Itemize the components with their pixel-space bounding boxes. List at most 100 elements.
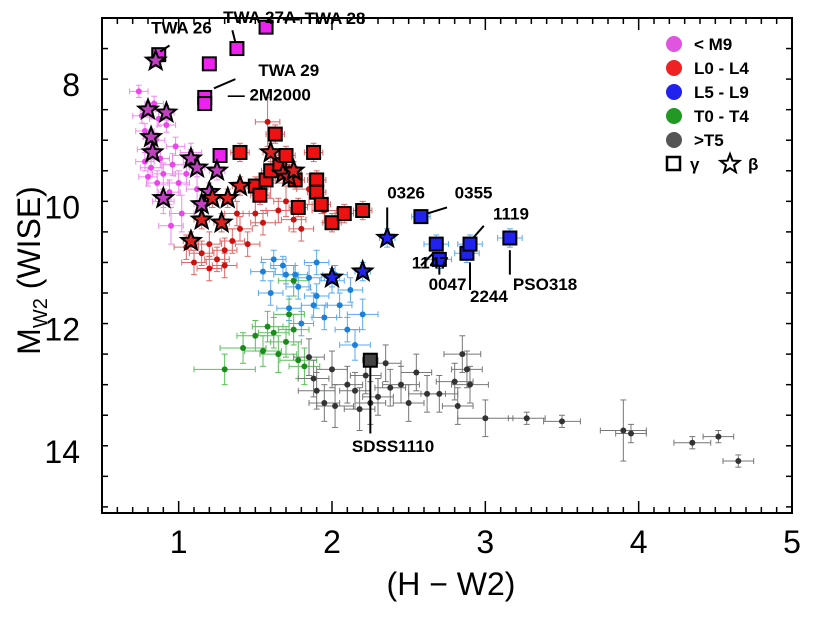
data-point bbox=[628, 430, 634, 437]
data-point bbox=[260, 268, 266, 275]
data-point bbox=[221, 366, 228, 373]
y-tick-label: 12 bbox=[44, 312, 80, 348]
gamma-square-point bbox=[252, 187, 268, 203]
data-point bbox=[191, 259, 197, 266]
legend-label-gamma: γ bbox=[690, 155, 700, 174]
data-point bbox=[194, 186, 201, 193]
data-point bbox=[141, 128, 148, 135]
data-point bbox=[735, 458, 742, 465]
data-point bbox=[270, 329, 277, 336]
gamma-square-point bbox=[428, 236, 444, 252]
y-axis-title-subscript: W2 bbox=[30, 298, 52, 328]
data-point bbox=[356, 406, 363, 413]
beta-star-point bbox=[140, 139, 165, 163]
data-point bbox=[352, 387, 358, 394]
gamma-square-point bbox=[197, 96, 213, 112]
data-point bbox=[168, 222, 174, 229]
annotation-label: 1119 bbox=[493, 205, 529, 224]
beta-star-point bbox=[374, 225, 400, 249]
annotations-layer: TWA 26 TWA 27A— TWA 28 TWA 29 — 2M2000 0326 0… bbox=[151, 8, 577, 456]
y-tick-label: 10 bbox=[44, 189, 80, 225]
annotation-leader-line bbox=[213, 78, 236, 90]
data-point bbox=[310, 302, 317, 309]
annotation-leader-line bbox=[159, 44, 171, 53]
beta-star-point bbox=[143, 47, 168, 72]
annotation-label: TWA 26 bbox=[151, 18, 212, 37]
data-point bbox=[151, 100, 158, 107]
gamma-square-point bbox=[355, 203, 371, 218]
data-point bbox=[292, 271, 299, 278]
beta-star-point bbox=[151, 185, 176, 209]
data-point bbox=[336, 302, 343, 309]
data-point bbox=[329, 366, 335, 373]
data-point bbox=[244, 241, 251, 248]
data-point bbox=[482, 415, 489, 422]
beta-star-point bbox=[154, 99, 179, 124]
data-point bbox=[344, 326, 351, 333]
gamma-square-point bbox=[336, 206, 352, 222]
data-point bbox=[306, 274, 312, 281]
data-point bbox=[148, 164, 155, 171]
gamma-square-point bbox=[313, 196, 329, 212]
legend-marker-square bbox=[665, 155, 682, 172]
y-tick-label: 8 bbox=[62, 67, 80, 103]
data-point bbox=[252, 332, 259, 339]
data-point bbox=[310, 375, 317, 382]
data-point bbox=[436, 390, 443, 397]
beta-star-point bbox=[281, 157, 306, 182]
legend-label: L5 - L9 bbox=[694, 83, 749, 102]
x-tick-label: 3 bbox=[476, 524, 494, 560]
data-point bbox=[321, 400, 328, 406]
gamma-square-point bbox=[362, 352, 378, 368]
data-point bbox=[183, 170, 190, 177]
annotation-leader-line bbox=[420, 252, 434, 267]
data-point bbox=[398, 381, 404, 388]
legend-label: >T5 bbox=[694, 131, 724, 150]
gamma-square-point bbox=[232, 144, 248, 160]
data-point bbox=[301, 363, 308, 370]
data-point bbox=[237, 225, 243, 232]
data-point bbox=[347, 286, 354, 293]
annotation-label: — 2M2000 bbox=[228, 86, 311, 105]
gamma-square-point bbox=[258, 19, 274, 35]
data-point bbox=[298, 320, 305, 327]
data-point bbox=[344, 381, 351, 388]
beta-star-point bbox=[350, 258, 375, 283]
data-point bbox=[523, 415, 530, 422]
legend-marker bbox=[666, 60, 682, 76]
data-point bbox=[169, 161, 176, 168]
plot-border bbox=[101, 17, 793, 514]
data-point bbox=[275, 207, 282, 214]
data-point bbox=[352, 341, 358, 348]
data-point bbox=[264, 323, 271, 330]
data-point bbox=[306, 354, 312, 361]
annotation-leader-line bbox=[426, 206, 448, 215]
gamma-square-point bbox=[212, 148, 228, 163]
annotation-label: 2244 bbox=[470, 287, 508, 306]
annotation-label: 0355 bbox=[455, 183, 493, 202]
data-point bbox=[283, 338, 289, 345]
data-point bbox=[160, 170, 167, 177]
y-tick-label: 14 bbox=[44, 434, 80, 470]
data-point bbox=[387, 384, 394, 391]
data-point bbox=[166, 189, 173, 196]
data-point bbox=[286, 311, 293, 318]
x-tick-label: 1 bbox=[170, 524, 188, 560]
data-point bbox=[405, 400, 412, 406]
beta-star-point bbox=[138, 124, 164, 148]
data-point bbox=[290, 216, 297, 223]
annotation-label: — TWA 28 bbox=[283, 9, 366, 28]
data-point bbox=[206, 265, 213, 272]
y-axis-title-main: M bbox=[11, 328, 47, 355]
beta-star-point bbox=[178, 145, 204, 169]
data-point bbox=[221, 247, 228, 254]
data-point bbox=[459, 351, 466, 358]
annotation-label: 0047 bbox=[429, 275, 467, 294]
annotation-leader-line bbox=[231, 29, 237, 43]
gamma-square-point bbox=[229, 41, 245, 57]
legend-label: < M9 bbox=[694, 35, 732, 54]
beta-star-point bbox=[135, 96, 161, 121]
x-tick-label: 5 bbox=[783, 524, 801, 560]
data-point bbox=[260, 219, 266, 226]
